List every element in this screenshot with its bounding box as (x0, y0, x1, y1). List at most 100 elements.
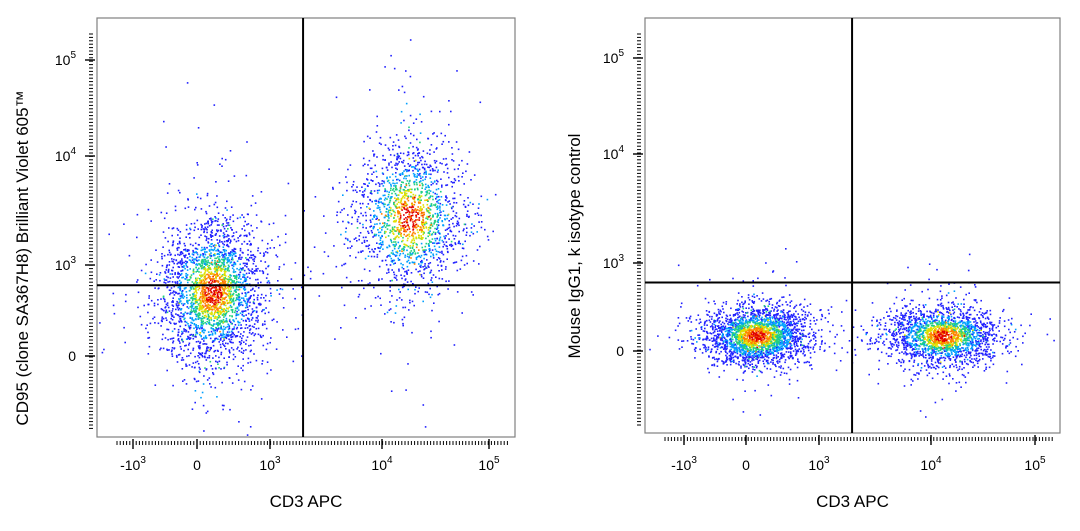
event-dot (443, 243, 446, 246)
event-dot (157, 299, 159, 301)
event-dot (201, 318, 204, 320)
event-dot (362, 196, 365, 198)
event-dot (458, 164, 460, 166)
event-dot (382, 202, 385, 205)
event-dot (349, 164, 352, 166)
event-dot (205, 236, 208, 238)
event-dot (248, 331, 251, 334)
event-dot (205, 277, 208, 280)
event-dot (223, 404, 225, 407)
event-dot (193, 291, 196, 294)
event-dot (452, 262, 455, 264)
event-dot (228, 224, 231, 227)
event-dot (417, 154, 419, 157)
event-dot (227, 308, 229, 310)
event-dot (172, 305, 175, 307)
event-dot (391, 269, 393, 271)
event-dot (230, 323, 233, 325)
event-dot (243, 310, 246, 312)
event-dot (205, 368, 208, 370)
event-dot (284, 241, 287, 244)
event-dot (422, 250, 425, 253)
event-dot (223, 292, 225, 294)
event-dot (406, 175, 408, 177)
event-dot (455, 261, 458, 263)
event-dot (206, 410, 209, 413)
event-dot (196, 281, 198, 284)
event-dot (439, 207, 441, 209)
event-dot (191, 259, 194, 261)
event-dot (781, 341, 784, 344)
event-dot (220, 230, 222, 232)
event-dot (279, 288, 282, 290)
event-dot (821, 329, 823, 331)
event-dot (419, 184, 421, 187)
event-dot (222, 223, 224, 225)
event-dot (200, 323, 203, 325)
event-dot (159, 279, 161, 282)
event-dot (185, 263, 187, 265)
event-dot (725, 317, 727, 320)
event-dot (420, 275, 423, 278)
event-dot (206, 346, 209, 348)
event-dot (212, 281, 215, 283)
event-dot (234, 336, 237, 338)
event-dot (239, 263, 241, 266)
event-dot (172, 292, 174, 294)
event-dot (412, 261, 415, 264)
event-dot (354, 189, 357, 192)
event-dot (200, 353, 202, 356)
event-dot (191, 297, 194, 300)
event-dot (153, 302, 156, 305)
event-dot (217, 363, 219, 365)
event-dot (226, 259, 228, 261)
event-dot (417, 152, 419, 155)
event-dot (190, 311, 192, 313)
event-dot (219, 267, 222, 270)
event-dot (213, 302, 215, 305)
event-dot (215, 273, 217, 276)
event-dot (381, 241, 384, 244)
event-dot (721, 321, 724, 324)
event-dot (199, 352, 201, 355)
event-dot (403, 165, 406, 167)
event-dot (429, 177, 432, 179)
event-dot (184, 267, 186, 270)
event-dot (254, 256, 257, 258)
event-dot (203, 282, 206, 285)
event-dot (422, 184, 424, 186)
event-dot (424, 194, 427, 197)
event-dot (772, 339, 775, 341)
event-dot (395, 219, 397, 222)
event-dot (221, 404, 224, 407)
event-dot (209, 323, 211, 326)
event-dot (169, 277, 172, 279)
event-dot (425, 253, 427, 256)
event-dot (435, 196, 438, 199)
event-dot (213, 317, 216, 319)
event-dot (398, 161, 400, 163)
event-dot (219, 310, 222, 312)
event-dot (233, 253, 236, 255)
event-dot (255, 265, 257, 267)
event-dot (261, 270, 264, 272)
event-dot (171, 273, 174, 275)
event-dot (236, 260, 239, 262)
event-dot (706, 319, 708, 322)
event-dot (393, 321, 395, 324)
event-dot (200, 261, 203, 264)
event-dot (411, 239, 413, 241)
event-dot (414, 173, 416, 176)
event-dot (421, 176, 424, 178)
event-dot (433, 223, 435, 225)
event-dot (353, 238, 356, 240)
event-dot (208, 319, 211, 321)
event-dot (427, 166, 429, 168)
event-dot (465, 227, 468, 229)
event-dot (408, 309, 410, 311)
event-dot (228, 302, 231, 304)
event-dot (217, 288, 219, 291)
event-dot (251, 317, 254, 319)
event-dot (355, 237, 357, 239)
event-dot (431, 233, 434, 235)
